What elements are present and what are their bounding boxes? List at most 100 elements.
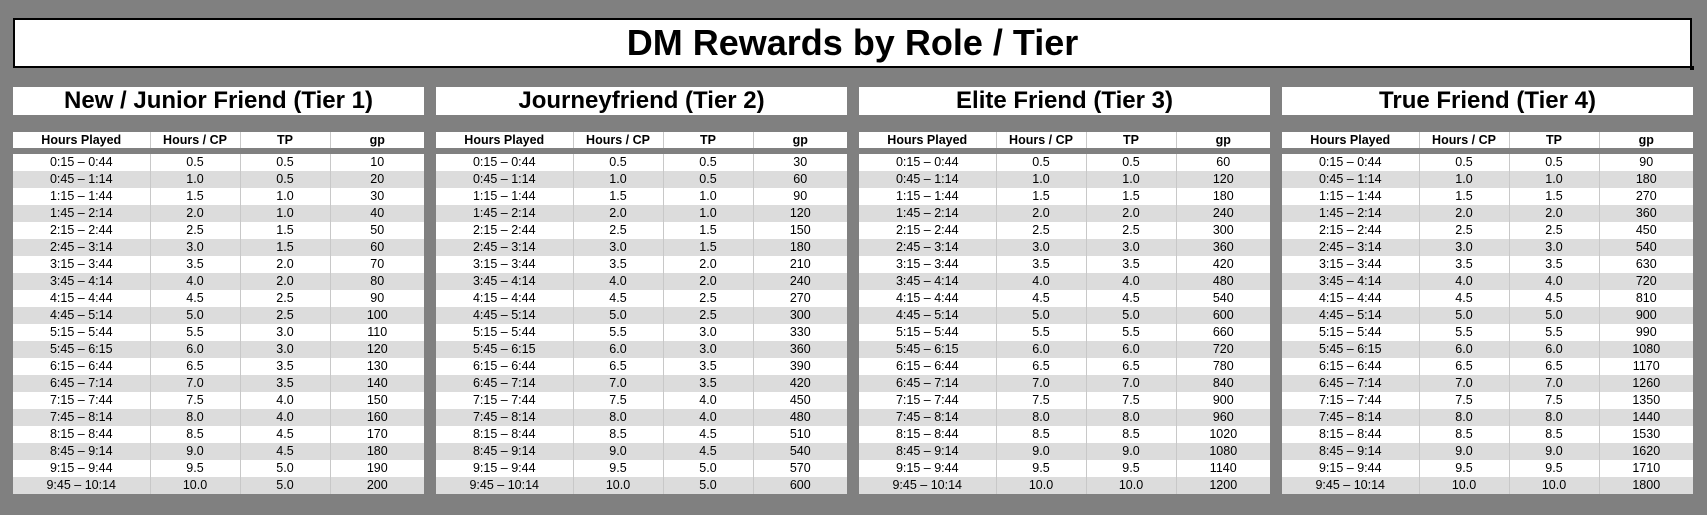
cell-hours-played: 1:45 – 2:14 [1282,205,1420,222]
cell-gp: 240 [753,273,847,290]
table-row: 6:15 – 6:44 6.5 6.5 780 [859,358,1270,375]
table-row: 9:15 – 9:44 9.5 9.5 1140 [859,460,1270,477]
cell-tp: 3.0 [240,324,331,341]
cell-hours-cp: 6.5 [150,358,241,375]
cell-hours-cp: 0.5 [150,154,241,171]
cell-hours-played: 7:15 – 7:44 [13,392,151,409]
table-row: 0:45 – 1:14 1.0 1.0 120 [859,171,1270,188]
cell-hours-played: 8:15 – 8:44 [13,426,151,443]
cell-tp: 6.0 [1086,341,1177,358]
header-row: Hours Played Hours / CP TP gp [859,132,1270,148]
cell-hours-cp: 6.0 [150,341,241,358]
cell-hours-cp: 1.5 [573,188,664,205]
cell-tp: 3.0 [663,341,754,358]
cell-hours-played: 9:45 – 10:14 [436,477,574,494]
table-row: 5:45 – 6:15 6.0 6.0 1080 [1282,341,1693,358]
cell-gp: 660 [1176,324,1270,341]
cell-hours-cp: 9.0 [996,443,1087,460]
table-row: 9:15 – 9:44 9.5 9.5 1710 [1282,460,1693,477]
table-row: 1:15 – 1:44 1.5 1.0 90 [436,188,847,205]
table-row: 6:15 – 6:44 6.5 3.5 390 [436,358,847,375]
table-row: 7:15 – 7:44 7.5 7.5 900 [859,392,1270,409]
cell-tp: 1.5 [1509,188,1600,205]
cell-tp: 5.0 [1086,307,1177,324]
cell-tp: 0.5 [663,171,754,188]
table-row: 1:15 – 1:44 1.5 1.5 270 [1282,188,1693,205]
table-row: 9:45 – 10:14 10.0 10.0 1200 [859,477,1270,494]
table-row: 8:15 – 8:44 8.5 4.5 510 [436,426,847,443]
cell-tp: 4.0 [240,392,331,409]
cell-hours-cp: 1.0 [1419,171,1510,188]
cell-hours-played: 4:15 – 4:44 [436,290,574,307]
table-row: 0:45 – 1:14 1.0 0.5 60 [436,171,847,188]
cell-hours-played: 9:45 – 10:14 [1282,477,1420,494]
cell-hours-played: 8:45 – 9:14 [1282,443,1420,460]
cell-tp: 10.0 [1509,477,1600,494]
cell-gp: 780 [1176,358,1270,375]
cell-tp: 0.5 [663,154,754,171]
cell-hours-played: 8:45 – 9:14 [859,443,997,460]
cell-hours-played: 2:45 – 3:14 [13,239,151,256]
cell-tp: 5.0 [663,460,754,477]
column-header-tp: TP [663,132,754,148]
table-row: 3:45 – 4:14 4.0 4.0 720 [1282,273,1693,290]
cell-tp: 4.5 [1086,290,1177,307]
table-row: 8:15 – 8:44 8.5 4.5 170 [13,426,424,443]
cell-hours-cp: 9.5 [573,460,664,477]
cell-tp: 2.5 [1086,222,1177,239]
table-row: 5:45 – 6:15 6.0 6.0 720 [859,341,1270,358]
table-row: 7:15 – 7:44 7.5 4.0 150 [13,392,424,409]
cell-tp: 8.5 [1086,426,1177,443]
rewards-table: Hours Played Hours / CP TP gp 0:15 – 0:4… [1282,132,1693,494]
cell-hours-played: 8:15 – 8:44 [1282,426,1420,443]
table-row: 4:45 – 5:14 5.0 2.5 300 [436,307,847,324]
cell-hours-cp: 10.0 [996,477,1087,494]
header-spacer [859,148,1270,154]
column-header-tp: TP [240,132,331,148]
column-header-hours-played: Hours Played [859,132,997,148]
cell-tp: 1.0 [663,205,754,222]
cell-gp: 150 [330,392,424,409]
cell-hours-cp: 3.0 [573,239,664,256]
cell-tp: 3.0 [1509,239,1600,256]
cell-hours-cp: 6.0 [1419,341,1510,358]
column-header-hours-played: Hours Played [13,132,151,148]
cell-tp: 7.0 [1509,375,1600,392]
spacer-cell [859,148,1270,154]
cell-gp: 210 [753,256,847,273]
table-row: 4:15 – 4:44 4.5 4.5 810 [1282,290,1693,307]
cell-hours-cp: 1.5 [150,188,241,205]
table-row: 7:15 – 7:44 7.5 7.5 1350 [1282,392,1693,409]
cell-gp: 420 [753,375,847,392]
column-header-hours-cp: Hours / CP [996,132,1087,148]
cell-gp: 420 [1176,256,1270,273]
cell-hours-cp: 6.0 [996,341,1087,358]
table-row: 3:15 – 3:44 3.5 2.0 70 [13,256,424,273]
cell-gp: 900 [1176,392,1270,409]
table-row: 2:15 – 2:44 2.5 1.5 150 [436,222,847,239]
cell-gp: 70 [330,256,424,273]
cell-gp: 130 [330,358,424,375]
cell-hours-cp: 8.5 [996,426,1087,443]
cell-gp: 540 [1176,290,1270,307]
cell-hours-played: 2:15 – 2:44 [1282,222,1420,239]
cell-hours-cp: 8.0 [150,409,241,426]
cell-tp: 3.5 [663,358,754,375]
cell-hours-played: 6:15 – 6:44 [859,358,997,375]
cell-gp: 80 [330,273,424,290]
cell-tp: 9.0 [1509,443,1600,460]
cell-hours-cp: 8.5 [150,426,241,443]
cell-hours-played: 1:45 – 2:14 [859,205,997,222]
column-header-gp: gp [330,132,424,148]
cell-gp: 60 [753,171,847,188]
table-row: 2:15 – 2:44 2.5 2.5 300 [859,222,1270,239]
header-row: Hours Played Hours / CP TP gp [13,132,424,148]
cell-tp: 2.0 [240,256,331,273]
cell-hours-played: 3:45 – 4:14 [859,273,997,290]
header-spacer [13,148,424,154]
cell-hours-played: 4:45 – 5:14 [1282,307,1420,324]
table-row: 6:45 – 7:14 7.0 7.0 840 [859,375,1270,392]
cell-hours-cp: 9.5 [1419,460,1510,477]
cell-gp: 150 [753,222,847,239]
table-row: 9:15 – 9:44 9.5 5.0 570 [436,460,847,477]
